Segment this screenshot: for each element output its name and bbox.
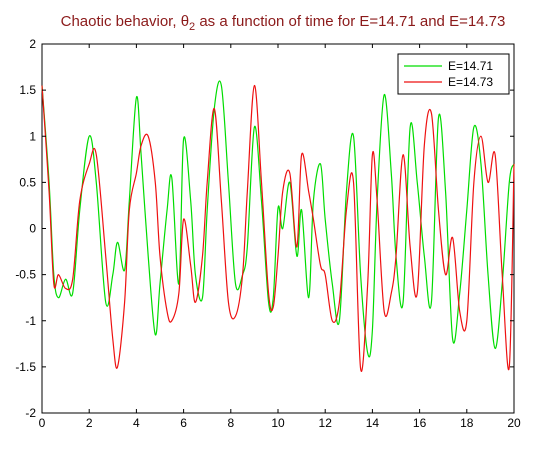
chart-title-rest: as a function of time for E=14.71 and E=… — [195, 13, 505, 30]
x-tick-label: 6 — [180, 416, 187, 430]
chart-title: Chaotic behavior, θ2 as a function of ti… — [61, 13, 506, 33]
x-tick-label: 14 — [366, 416, 380, 430]
legend: E=14.71 E=14.73 — [397, 53, 510, 95]
series-line-2 — [41, 84, 515, 372]
plot-frame — [41, 43, 515, 414]
y-tick-label: 2 — [29, 37, 36, 51]
y-tick-label: -2 — [25, 406, 36, 420]
y-tick-label: 0.5 — [19, 175, 36, 189]
y-tick-label: 1.5 — [19, 83, 36, 97]
legend-box — [397, 53, 510, 95]
x-tick-label: 10 — [271, 416, 285, 430]
series-line-1 — [41, 80, 515, 358]
x-tick-label: 12 — [319, 416, 333, 430]
y-tick-label: -0.5 — [15, 268, 36, 282]
y-tick-label: -1 — [25, 314, 36, 328]
chart-title-symbol: θ — [181, 13, 189, 30]
x-tick-label: 0 — [39, 416, 46, 430]
x-tick-label: 4 — [133, 416, 140, 430]
chart-title-main: Chaotic behavior, — [61, 13, 181, 30]
x-tick-label: 2 — [86, 416, 93, 430]
y-tick-label: -1.5 — [15, 360, 36, 374]
x-tick-label: 18 — [460, 416, 474, 430]
plot-area: 0 2 4 6 8 10 12 14 16 18 20 -2 -1.5 -1 -0.5 0 0.5 1 1.5 2 — [15, 37, 521, 430]
legend-label-1: E=14.71 — [448, 59, 493, 73]
x-tick-label: 16 — [413, 416, 427, 430]
legend-label-2: E=14.73 — [448, 75, 493, 89]
x-tick-label: 20 — [507, 416, 521, 430]
y-tick-label: 0 — [29, 222, 36, 236]
x-tick-label: 8 — [227, 416, 234, 430]
chart-title-subscript: 2 — [189, 21, 195, 33]
y-tick-label: 1 — [29, 129, 36, 143]
